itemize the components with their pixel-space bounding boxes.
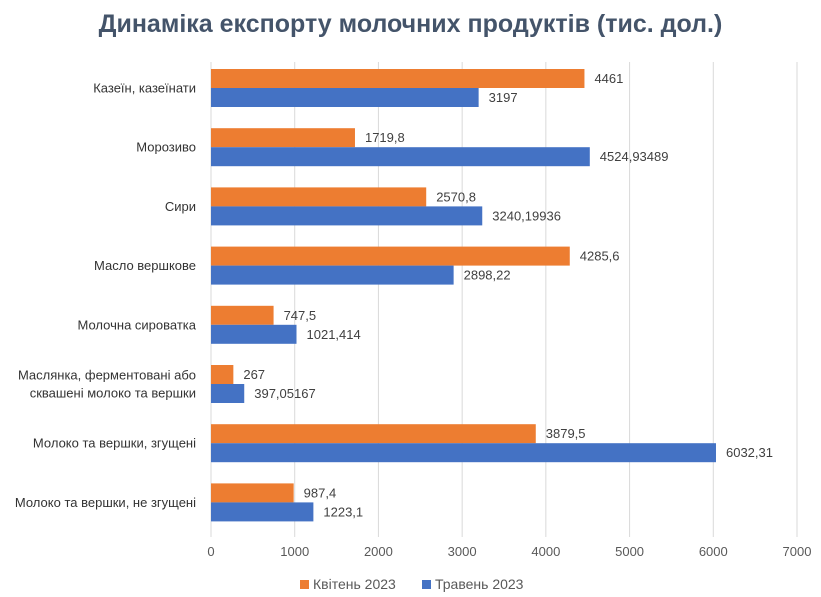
bar-april bbox=[211, 187, 427, 207]
x-tick-label: 0 bbox=[207, 544, 214, 559]
category-label: сквашені молоко та вершки bbox=[30, 386, 196, 401]
x-tick-label: 5000 bbox=[615, 544, 644, 559]
data-label: 397,05167 bbox=[254, 386, 315, 401]
bar-may bbox=[211, 324, 297, 344]
bar-april bbox=[211, 483, 294, 503]
data-label: 747,5 bbox=[284, 308, 317, 323]
legend: Квітень 2023 Травень 2023 bbox=[300, 576, 524, 592]
data-label: 4285,6 bbox=[580, 249, 620, 264]
category-label: Молоко та вершки, згущені bbox=[33, 436, 196, 451]
bar-may bbox=[211, 443, 716, 463]
bars bbox=[211, 69, 716, 522]
data-label: 3197 bbox=[489, 90, 518, 105]
bar-april bbox=[211, 128, 355, 148]
data-label: 1021,414 bbox=[307, 327, 361, 342]
bar-may bbox=[211, 88, 479, 107]
data-label: 987,4 bbox=[304, 485, 337, 500]
data-label: 4461 bbox=[594, 71, 623, 86]
data-label: 6032,31 bbox=[726, 445, 773, 460]
legend-swatch-may bbox=[422, 580, 431, 589]
data-label: 3879,5 bbox=[546, 426, 586, 441]
bar-april bbox=[211, 69, 585, 88]
bar-may bbox=[211, 206, 483, 226]
data-label: 3240,19936 bbox=[492, 208, 561, 223]
legend-label: Травень 2023 bbox=[435, 576, 524, 592]
bar-april bbox=[211, 305, 274, 325]
bar-april bbox=[211, 365, 234, 384]
x-tick-label: 2000 bbox=[364, 544, 393, 559]
x-tick-label: 7000 bbox=[783, 544, 812, 559]
bar-april bbox=[211, 246, 570, 266]
category-label: Маслянка, ферментовані або bbox=[18, 368, 196, 383]
category-label: Молоко та вершки, не згущені bbox=[15, 495, 196, 510]
x-tick-label: 3000 bbox=[448, 544, 477, 559]
bar-may bbox=[211, 502, 314, 522]
data-label: 2570,8 bbox=[436, 189, 476, 204]
bar-may bbox=[211, 384, 245, 403]
bar-may bbox=[211, 147, 590, 167]
labels: 0 1000 2000 3000 4000 5000 6000 7000 Казеїн, каз… bbox=[15, 71, 812, 559]
x-tick-label: 1000 bbox=[280, 544, 309, 559]
data-label: 1719,8 bbox=[365, 130, 405, 145]
data-label: 267 bbox=[243, 367, 265, 382]
category-label: Масло вершкове bbox=[94, 258, 196, 273]
x-tick-label: 4000 bbox=[531, 544, 560, 559]
category-label: Сири bbox=[165, 199, 196, 214]
category-label: Морозиво bbox=[136, 140, 196, 155]
legend-swatch-april bbox=[300, 580, 309, 589]
data-label: 4524,93489 bbox=[600, 149, 669, 164]
bar-april bbox=[211, 424, 536, 444]
category-label: Казеїн, казеїнати bbox=[93, 81, 196, 96]
data-label: 2898,22 bbox=[464, 268, 511, 283]
legend-label: Квітень 2023 bbox=[313, 576, 396, 592]
category-label: Молочна сироватка bbox=[78, 317, 197, 332]
x-tick-label: 6000 bbox=[699, 544, 728, 559]
data-label: 1223,1 bbox=[323, 504, 363, 519]
bar-may bbox=[211, 265, 454, 285]
chart-title: Динаміка експорту молочних продуктів (ти… bbox=[98, 10, 723, 38]
